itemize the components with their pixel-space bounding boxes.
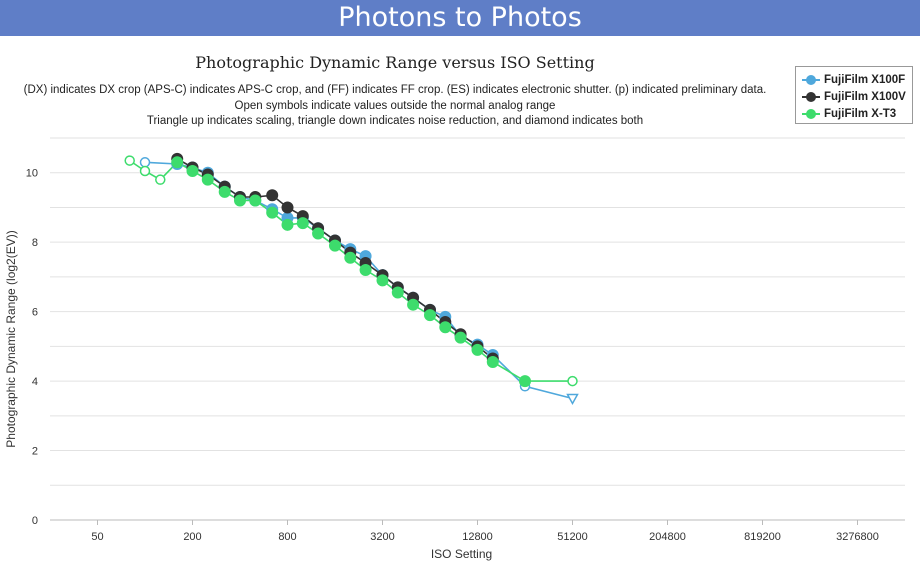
data-point-2 (359, 263, 372, 276)
data-point-1 (266, 189, 279, 202)
x-tick-label: 12800 (462, 531, 493, 543)
data-point-2 (376, 274, 389, 287)
x-tick-label: 3200 (370, 531, 394, 543)
chart-subtitle-line-2: Open symbols indicate values outside the… (234, 100, 556, 112)
legend-item-xt3[interactable]: FujiFilm X-T3 (802, 105, 906, 122)
legend-marker-icon (802, 108, 820, 120)
y-tick-label: 8 (32, 237, 38, 249)
data-point-2 (439, 321, 452, 334)
data-point-2 (454, 331, 467, 344)
data-point-2 (486, 355, 499, 368)
data-point-2 (281, 218, 294, 231)
data-point-2 (171, 156, 184, 169)
data-point-2 (155, 174, 166, 185)
data-point-2 (471, 343, 484, 356)
data-point-2 (139, 165, 151, 177)
legend-label: FujiFilm X100V (824, 90, 906, 103)
chart-subtitle-line-1: (DX) indicates DX crop (APS-C) indicates… (23, 84, 767, 96)
data-point-2 (424, 309, 436, 322)
site-title: Photons to Photos (338, 2, 582, 33)
x-axis-label: ISO Setting (431, 547, 492, 561)
data-point-2 (218, 185, 231, 198)
chart-title: Photographic Dynamic Range versus ISO Se… (195, 53, 595, 72)
legend-item-x100f[interactable]: FujiFilm X100F (802, 71, 906, 88)
chart-legend: FujiFilm X100F FujiFilm X100V FujiFilm X… (795, 66, 913, 124)
data-point-2 (567, 375, 578, 387)
y-tick-label: 10 (26, 168, 38, 180)
chart-subtitle-line-3: Triangle up indicates scaling, triangle … (146, 115, 644, 127)
site-banner: Photons to Photos (0, 0, 920, 36)
data-point-2 (124, 155, 135, 166)
data-point-0 (139, 157, 151, 168)
data-point-2 (329, 239, 341, 252)
y-tick-label: 6 (32, 307, 38, 319)
data-point-2 (296, 217, 309, 230)
data-point-2 (344, 251, 357, 264)
legend-label: FujiFilm X100F (824, 73, 906, 86)
data-point-2 (266, 206, 279, 219)
data-point-2 (201, 173, 214, 186)
legend-marker-icon (802, 91, 820, 103)
data-point-2 (249, 194, 262, 207)
series-line-0 (144, 161, 573, 400)
x-tick-label: 819200 (744, 531, 781, 543)
y-tick-label: 2 (32, 446, 38, 458)
legend-label: FujiFilm X-T3 (824, 107, 897, 120)
series-line-2 (129, 159, 573, 382)
data-point-1 (281, 201, 294, 214)
x-tick-label: 51200 (557, 531, 588, 543)
data-point-2 (407, 298, 420, 311)
x-tick-label: 3276800 (836, 531, 879, 543)
y-tick-label: 4 (32, 376, 38, 388)
legend-marker-icon (802, 74, 820, 86)
data-point-0 (566, 393, 579, 405)
legend-item-x100v[interactable]: FujiFilm X100V (802, 88, 906, 105)
x-tick-label: 50 (91, 531, 103, 543)
y-tick-label: 0 (32, 515, 38, 527)
x-tick-label: 800 (278, 531, 296, 543)
x-tick-label: 200 (183, 531, 201, 543)
data-point-2 (391, 286, 404, 299)
data-point-2 (312, 227, 325, 240)
y-axis-label: Photographic Dynamic Range (log2(EV)) (4, 230, 18, 447)
x-tick-label: 204800 (649, 531, 686, 543)
data-point-2 (519, 375, 531, 388)
data-point-2 (234, 194, 246, 207)
data-point-2 (186, 164, 199, 177)
